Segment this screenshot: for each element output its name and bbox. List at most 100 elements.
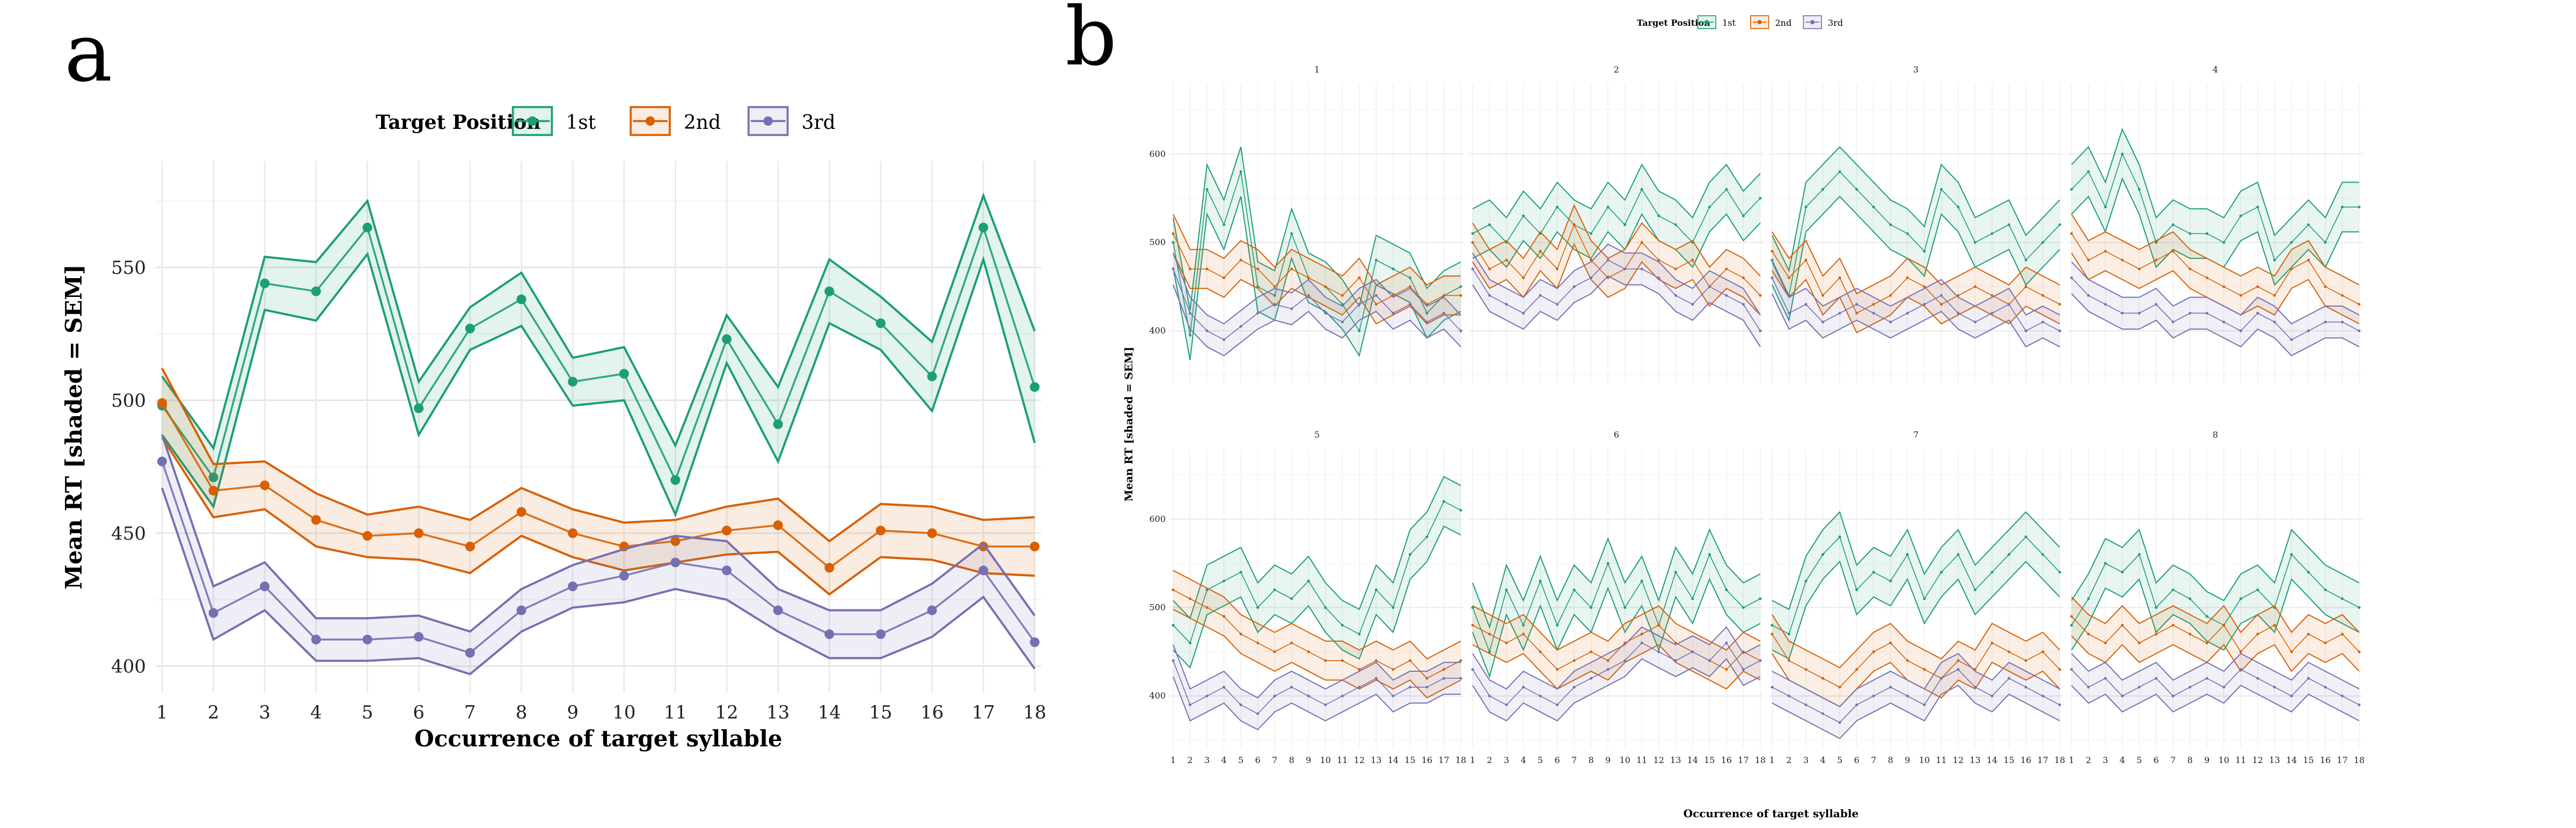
facet-point-first — [1172, 623, 1175, 627]
point-1st — [208, 473, 218, 483]
facet-x-tick-label: 11 — [1636, 755, 1647, 765]
facet-point-first — [1358, 329, 1361, 332]
facet-sem-band-second — [1473, 606, 1760, 689]
point-2nd — [876, 526, 886, 536]
facet-point-second — [1488, 633, 1491, 636]
facet-x-tick-label: 2 — [1187, 755, 1192, 765]
facet-point-first — [1205, 589, 1209, 592]
facet-point-third — [1990, 311, 1994, 315]
y-tick-label: 550 — [111, 257, 146, 279]
facet-y-tick-label: 600 — [1149, 514, 1166, 524]
point-1st — [516, 294, 526, 304]
facet-point-first — [1556, 623, 1559, 627]
facet-point-first — [1923, 597, 1926, 600]
facet-point-first — [1408, 276, 1411, 279]
facet-point-second — [2155, 633, 2158, 636]
facet-point-second — [1855, 668, 1858, 671]
facet-point-first — [1459, 285, 1462, 288]
facet-point-first — [1940, 188, 1943, 191]
facet-point-first — [2104, 562, 2107, 565]
facet-x-tick-label: 3 — [1504, 755, 1509, 765]
facet-point-first — [1957, 206, 1960, 209]
facet-point-second — [1539, 250, 1542, 253]
facet-x-tick-label: 14 — [1687, 755, 1698, 765]
facet-point-third — [1640, 641, 1643, 644]
facet-point-first — [2007, 553, 2010, 556]
facet-x-tick-label: 12 — [1653, 755, 1664, 765]
x-tick-label: 13 — [766, 702, 789, 723]
facet-point-third — [1623, 267, 1627, 271]
facet-point-third — [1657, 650, 1660, 653]
facet-point-first — [1788, 633, 1791, 636]
facet-point-first — [1539, 579, 1542, 583]
facet-point-third — [2104, 303, 2107, 306]
facet-sem-lower-third — [1472, 658, 1761, 722]
facet-point-third — [2358, 329, 2361, 332]
facet-point-first — [1425, 311, 1429, 315]
facet-x-tick-label: 17 — [1438, 755, 1449, 765]
facet-label: 5 — [1314, 430, 1320, 440]
sem-lower-2nd — [161, 437, 1035, 596]
facet-point-second — [2290, 267, 2293, 271]
point-2nd — [722, 526, 732, 536]
sem-upper-3rd — [161, 434, 1036, 633]
facet-point-first — [2307, 223, 2310, 227]
facet-point-first — [2024, 535, 2028, 539]
facet-point-third — [2087, 294, 2090, 297]
facet-point-third — [1408, 686, 1411, 689]
facet-point-second — [1606, 659, 1609, 662]
x-tick-label: 4 — [310, 702, 322, 723]
facet-mean-line-third — [1772, 278, 2060, 332]
facet-point-third — [1821, 321, 1825, 324]
facet-sem-upper-first — [1173, 147, 1461, 311]
point-1st — [670, 475, 680, 485]
facet-x-tick-label: 2 — [1786, 755, 1791, 765]
facet-point-second — [1341, 659, 1344, 662]
facet-mean-line-second — [2071, 616, 2360, 653]
facet-point-third — [2205, 311, 2208, 315]
facet-point-second — [2358, 650, 2361, 653]
facet-point-first — [2205, 232, 2208, 235]
facet-point-third — [1788, 694, 1791, 698]
facet-point-third — [2155, 303, 2158, 306]
facet-point-second — [1408, 285, 1411, 288]
facet-mean-line-second — [1472, 624, 1761, 670]
facet-label: 2 — [1614, 64, 1619, 75]
facet-point-third — [2138, 311, 2141, 315]
facet-sem-lower-third — [1173, 676, 1461, 730]
facet-point-third — [1374, 677, 1378, 680]
facet-point-second — [1239, 258, 1242, 262]
facet-point-first — [1623, 606, 1627, 609]
facet-point-third — [1324, 311, 1327, 315]
x-tick-label: 7 — [464, 702, 476, 723]
facet-point-second — [1990, 641, 1994, 644]
facet-point-second — [1674, 267, 1677, 271]
point-2nd — [311, 515, 321, 525]
facet-x-tick-label: 17 — [2337, 755, 2347, 765]
facet-y-tick-label: 500 — [1149, 237, 1166, 247]
facet-point-first — [1606, 562, 1609, 565]
facet-point-third — [1556, 703, 1559, 707]
facet-point-third — [2189, 311, 2192, 315]
facet-point-first — [1906, 232, 1909, 235]
facet-sem-upper-third — [2071, 652, 2360, 689]
facet-point-first — [1973, 241, 1977, 244]
facet-point-second — [2273, 623, 2276, 627]
facet-point-first — [2121, 152, 2124, 156]
sem-band-3rd — [162, 434, 1035, 674]
facet-point-first — [1725, 188, 1728, 191]
facet-point-first — [2155, 606, 2158, 609]
facet-point-first — [1590, 232, 1593, 235]
facet-x-tick-label: 6 — [2154, 755, 2159, 765]
facet-sem-band-third — [1772, 653, 2060, 739]
facet-point-third — [1256, 311, 1260, 315]
facet-point-third — [1256, 712, 1260, 715]
facet-point-second — [2121, 623, 2124, 627]
facet-sem-lower-first — [1472, 578, 1761, 679]
facet-point-second — [2070, 615, 2073, 618]
facet-point-third — [1189, 703, 1192, 707]
facet-point-third — [2222, 321, 2226, 324]
facet-point-third — [1442, 311, 1445, 315]
facet-sem-upper-first — [1173, 476, 1461, 620]
facet-point-second — [1172, 589, 1175, 592]
